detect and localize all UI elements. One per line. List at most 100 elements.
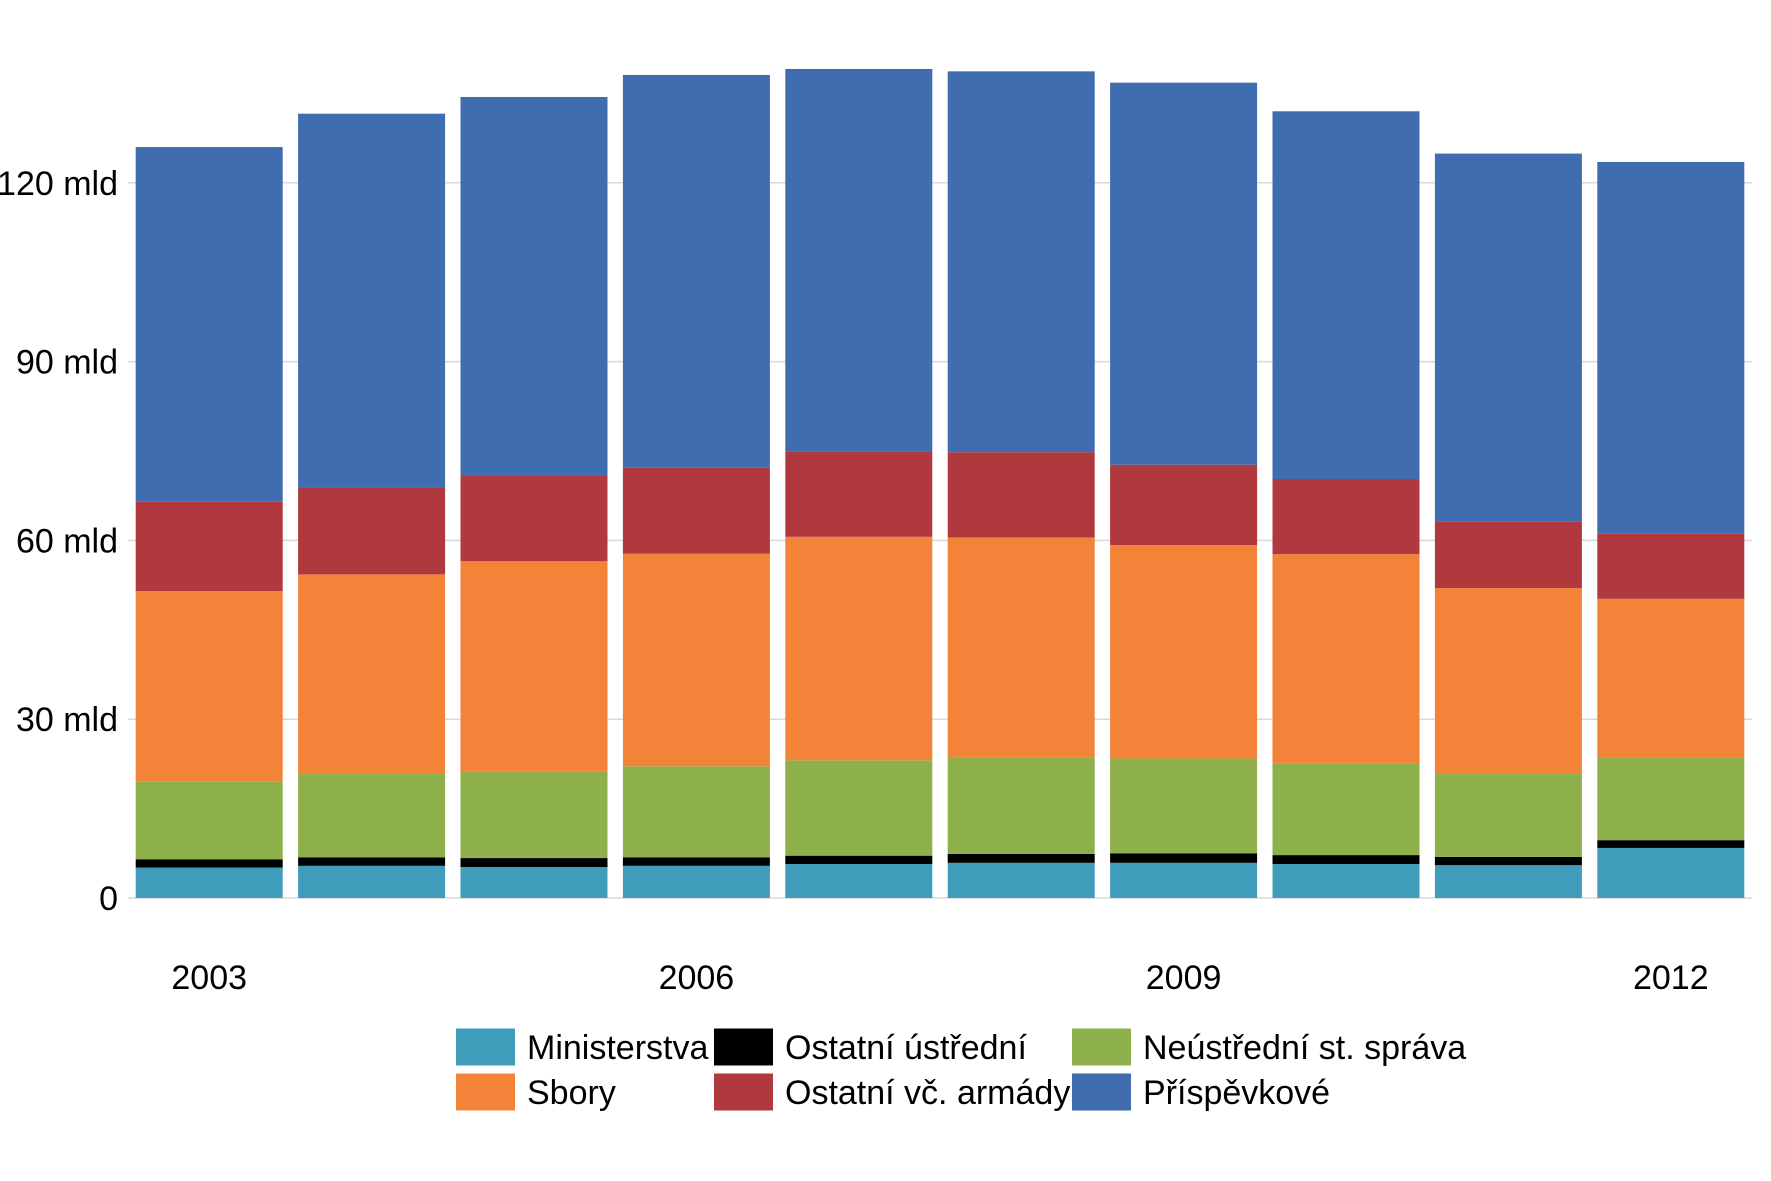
bar-segment-ostatni-vc-armady [1110, 464, 1258, 546]
bar-segment-sbory [947, 537, 1095, 758]
bar-segment-ostatni-vc-armady [1434, 521, 1582, 589]
bar-segment-neustredni-st-sprava [1110, 758, 1258, 854]
legend-swatch [1072, 1073, 1131, 1111]
bar-segment-ostatni-vc-armady [785, 451, 933, 537]
y-tick-label: 90 mld [16, 344, 118, 382]
legend-swatch [456, 1073, 515, 1111]
bar-segment-ministerstva [1272, 864, 1420, 898]
bar-segment-prispevkove [785, 68, 933, 452]
bar-segment-ministerstva [460, 867, 608, 898]
bar-segment-ostatni-ustredni [298, 857, 446, 866]
bar-segment-ostatni-vc-armady [135, 501, 283, 592]
legend-item-sbory: Sbory [456, 1073, 616, 1112]
legend-label: Ostatní vč. armády [785, 1074, 1070, 1112]
bar-segment-ostatni-ustredni [785, 855, 933, 865]
bar-stack-2010 [1272, 111, 1420, 898]
legend-item-neustredni-st-sprava: Neústřední st. správa [1072, 1028, 1466, 1067]
bars-layer [135, 68, 1745, 898]
bar-segment-ministerstva [622, 865, 770, 898]
bar-segment-neustredni-st-sprava [1272, 763, 1420, 856]
bar-segment-ostatni-vc-armady [460, 475, 608, 562]
bar-segment-sbory [298, 574, 446, 775]
x-tick-label: 2006 [659, 959, 735, 997]
bar-stack-2006 [622, 74, 770, 898]
legend-label: Ministerstva [527, 1029, 708, 1067]
bar-segment-prispevkove [1272, 111, 1420, 480]
bar-segment-prispevkove [298, 113, 446, 488]
x-axis: 2003 2006 2009 2012 [171, 959, 1708, 997]
legend-label: Příspěvkové [1143, 1074, 1330, 1112]
bar-segment-prispevkove [622, 74, 770, 468]
bar-segment-neustredni-st-sprava [622, 766, 770, 858]
bar-segment-ostatni-vc-armady [1597, 533, 1745, 599]
bar-segment-sbory [1597, 598, 1745, 758]
y-axis: 0 30 mld 60 mld 90 mld 120 mld [0, 165, 118, 918]
legend-swatch [714, 1073, 773, 1111]
bar-segment-neustredni-st-sprava [460, 771, 608, 859]
bar-segment-prispevkove [460, 96, 608, 476]
bar-stack-2003 [135, 147, 283, 898]
legend-item-ministerstva: Ministerstva [456, 1028, 708, 1067]
bar-segment-ostatni-ustredni [1272, 855, 1420, 865]
bar-segment-ministerstva [785, 864, 933, 898]
bar-segment-sbory [1272, 554, 1420, 764]
bar-segment-neustredni-st-sprava [1434, 773, 1582, 857]
bar-segment-ostatni-ustredni [135, 859, 283, 868]
bar-segment-prispevkove [135, 147, 283, 502]
bar-segment-neustredni-st-sprava [785, 760, 933, 856]
bar-segment-ministerstva [135, 867, 283, 898]
bar-segment-ministerstva [298, 865, 446, 898]
x-tick-label: 2012 [1633, 959, 1709, 997]
bar-stack-2012 [1597, 161, 1745, 898]
bar-segment-ostatni-ustredni [622, 857, 770, 866]
bar-stack-2009 [1110, 82, 1258, 898]
bar-segment-ostatni-vc-armady [298, 487, 446, 575]
y-tick-label: 30 mld [16, 701, 118, 739]
bar-segment-ministerstva [1110, 862, 1258, 898]
y-tick-label: 0 [99, 880, 118, 918]
bar-segment-ostatni-vc-armady [1272, 479, 1420, 555]
bar-segment-ostatni-ustredni [1434, 856, 1582, 866]
bar-stack-2005 [460, 96, 608, 898]
bar-segment-neustredni-st-sprava [298, 774, 446, 858]
x-tick-label: 2009 [1146, 959, 1222, 997]
bar-segment-ostatni-ustredni [1110, 853, 1258, 863]
legend-item-ostatni-ustredni: Ostatní ústřední [714, 1028, 1027, 1067]
x-tick-label: 2003 [171, 959, 247, 997]
bar-segment-ostatni-vc-armady [622, 467, 770, 554]
bar-segment-prispevkove [1110, 82, 1258, 465]
bar-segment-ministerstva [947, 862, 1095, 898]
bar-segment-sbory [1434, 588, 1582, 774]
bar-segment-sbory [1110, 545, 1258, 759]
bar-segment-neustredni-st-sprava [135, 781, 283, 860]
legend-swatch [714, 1028, 773, 1066]
bar-segment-sbory [135, 591, 283, 782]
bar-segment-ostatni-ustredni [947, 853, 1095, 863]
bar-segment-sbory [460, 561, 608, 772]
bar-stack-2007 [785, 68, 933, 898]
bar-segment-neustredni-st-sprava [1597, 757, 1745, 841]
bar-segment-prispevkove [1434, 153, 1582, 522]
bar-stack-2004 [298, 113, 446, 898]
bar-segment-ostatni-vc-armady [947, 452, 1095, 538]
bar-stack-2011 [1434, 153, 1582, 898]
bar-segment-ostatni-ustredni [460, 858, 608, 868]
bar-segment-prispevkove [947, 71, 1095, 453]
bar-segment-ministerstva [1597, 847, 1745, 898]
bar-segment-sbory [785, 536, 933, 761]
bar-segment-ministerstva [1434, 865, 1582, 898]
bar-segment-sbory [622, 553, 770, 767]
legend-item-prispevkove: Příspěvkové [1072, 1073, 1330, 1112]
legend-label: Sbory [527, 1074, 616, 1112]
legend-swatch [456, 1028, 515, 1066]
bar-segment-neustredni-st-sprava [947, 757, 1095, 854]
bar-segment-prispevkove [1597, 161, 1745, 534]
legend-label: Ostatní ústřední [785, 1029, 1027, 1067]
legend-swatch [1072, 1028, 1131, 1066]
y-tick-label: 60 mld [16, 522, 118, 560]
bar-stack-2008 [947, 71, 1095, 898]
legend: Ministerstva Ostatní ústřední Neústřední s… [456, 1028, 1466, 1112]
y-tick-label: 120 mld [0, 165, 118, 203]
